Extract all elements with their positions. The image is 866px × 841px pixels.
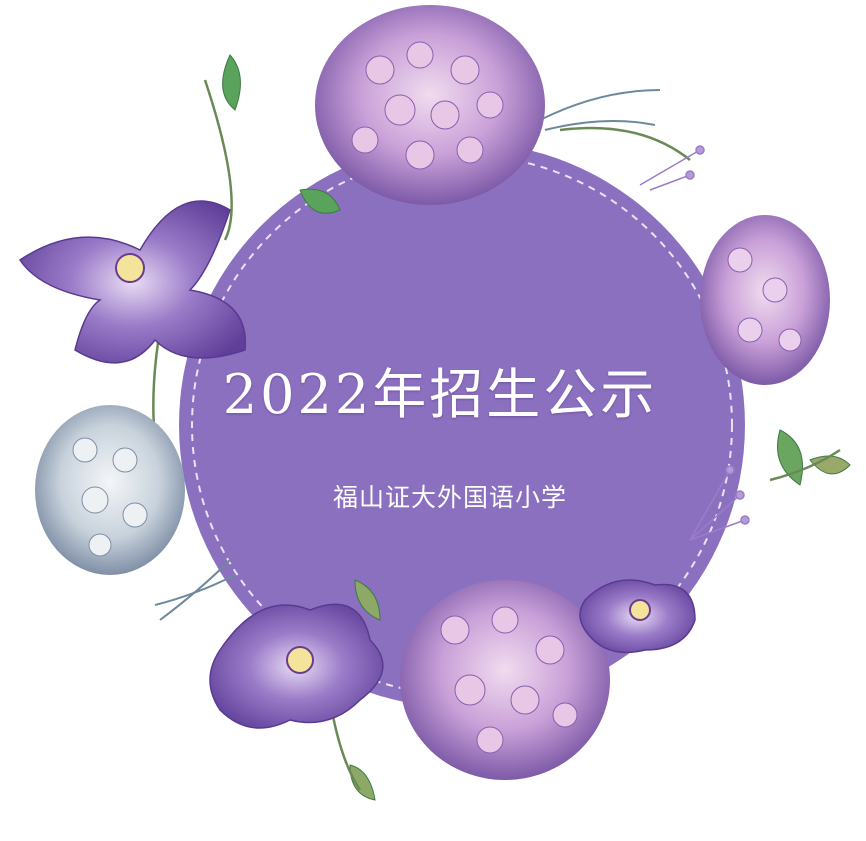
iris-flower-upper-left [18,200,247,364]
purple-circle [179,142,745,708]
hydrangea-cluster-left [35,405,185,575]
announcement-title: 2022年招生公示 [222,363,658,426]
grass-blades [154,89,661,621]
iris-flower-lower-left [209,603,384,729]
lilac-cluster-bottom [400,580,610,780]
dashed-ring [191,154,733,696]
lilac-cluster-top [315,5,545,205]
lilac-cluster-right [700,215,830,385]
iris-flower-right [579,579,696,654]
school-name: 福山证大外国语小学 [332,483,567,512]
allium-sprigs [639,145,750,541]
